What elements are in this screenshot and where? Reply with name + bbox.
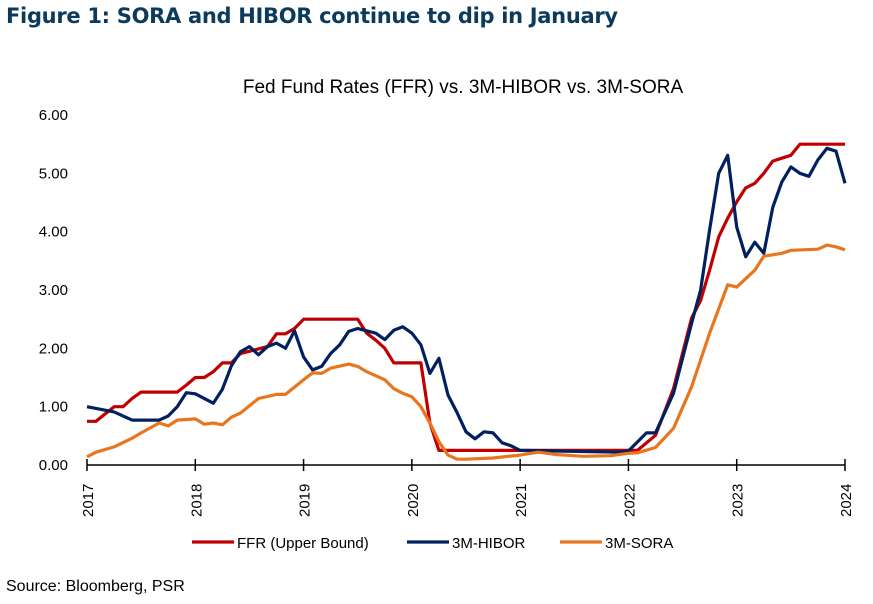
- y-tick-label: 6.00: [39, 107, 68, 124]
- y-tick-label: 5.00: [39, 165, 68, 182]
- x-tick-label: 2021: [513, 484, 530, 517]
- series-line-3m-sora: [86, 243, 846, 461]
- x-tick-label: 2018: [188, 484, 205, 517]
- series-line-3m-hibor: [86, 146, 847, 454]
- chart-title: Fed Fund Rates (FFR) vs. 3M-HIBOR vs. 3M…: [243, 77, 684, 98]
- y-axis: 0.00 1.00 2.00 3.00 4.00 5.00 6.00: [39, 107, 68, 474]
- x-tick-label: 2023: [730, 484, 747, 517]
- y-tick-label: 3.00: [39, 282, 68, 299]
- series-line-ffr-upper-bound: [87, 142, 845, 452]
- legend-item: FFR (Upper Bound): [192, 535, 369, 552]
- x-tick-label: 2017: [80, 484, 97, 517]
- x-tick-label: 2024: [838, 484, 855, 517]
- y-tick-label: 2.00: [39, 340, 68, 357]
- legend-label: FFR (Upper Bound): [237, 535, 369, 552]
- x-tick-label: 2019: [297, 484, 314, 517]
- figure-title: Figure 1: SORA and HIBOR continue to dip…: [6, 4, 618, 28]
- legend-item: 3M-SORA: [560, 535, 673, 552]
- legend-item: 3M-HIBOR: [407, 535, 526, 552]
- x-tick-label: 2022: [621, 484, 638, 517]
- legend-label: 3M-HIBOR: [452, 535, 526, 552]
- legend-label: 3M-SORA: [605, 535, 673, 552]
- y-tick-label: 0.00: [39, 457, 68, 474]
- series-lines: [86, 142, 847, 461]
- legend: FFR (Upper Bound) 3M-HIBOR 3M-SORA: [192, 535, 673, 552]
- x-tick-label: 2020: [405, 484, 422, 517]
- y-tick-label: 1.00: [39, 399, 68, 416]
- source-note: Source: Bloomberg, PSR: [6, 578, 185, 595]
- y-tick-label: 4.00: [39, 224, 68, 241]
- x-axis: 2017 2018 2019 2020 2021 2022 2023 2024: [80, 459, 855, 517]
